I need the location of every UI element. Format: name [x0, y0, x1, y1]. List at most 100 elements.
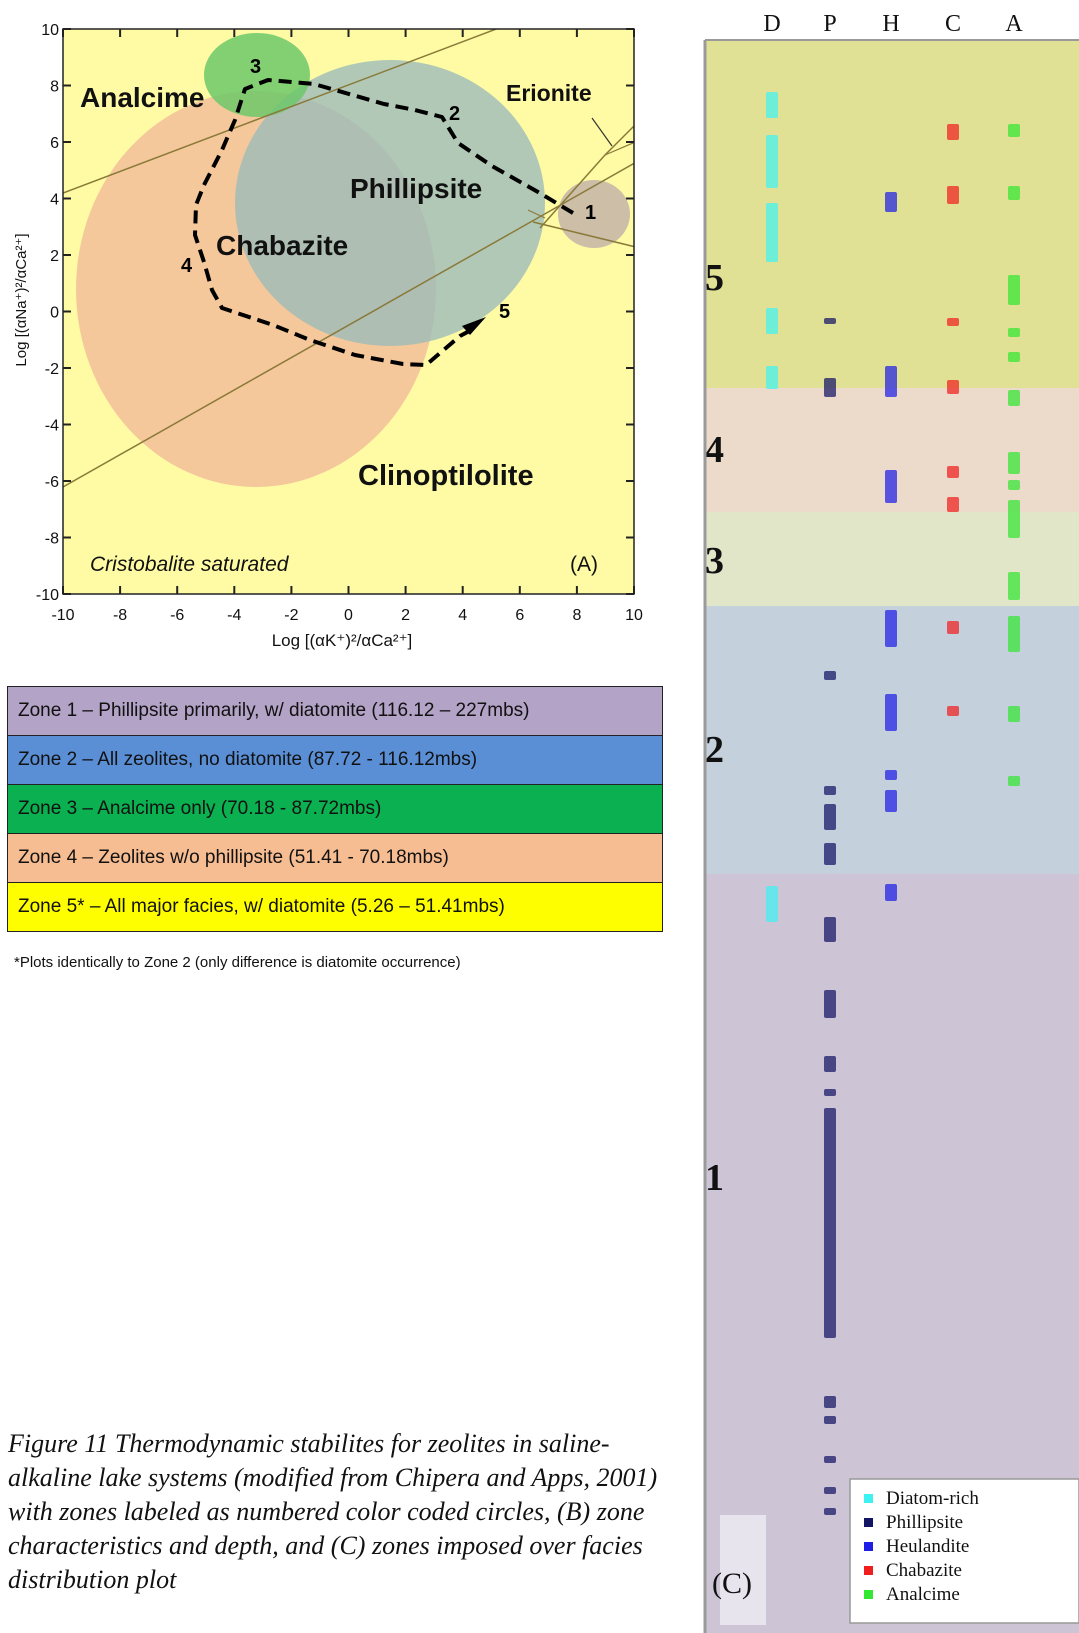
legend-label: Diatom-rich — [886, 1488, 979, 1509]
analcime-mark — [1008, 452, 1020, 474]
clinoptilolite-boundary-line — [63, 162, 634, 488]
path-marker-5: 5 — [499, 301, 510, 323]
zone-row-text: Zone 3 – Analcime only (70.18 - 87.72mbs… — [7, 784, 663, 834]
saturation-label: Cristobalite saturated — [90, 553, 290, 576]
column-header: H — [882, 11, 899, 37]
zone-band-5 — [705, 40, 1079, 388]
path-marker-4: 4 — [181, 255, 193, 277]
y-tick-label: -8 — [45, 531, 59, 548]
zone-row-text: Zone 4 – Zeolites w/o phillipsite (51.41… — [7, 833, 663, 883]
x-tick-label: -4 — [227, 607, 241, 624]
diatom-rich-mark — [766, 203, 778, 262]
boundary-junction-tick — [527, 209, 546, 219]
erionite-offset-line — [604, 141, 634, 156]
phillipsite-mark — [824, 917, 836, 942]
analcime-mark — [1008, 500, 1020, 538]
y-tick-label: 6 — [50, 135, 59, 152]
analcime-mark — [1008, 328, 1020, 337]
phillipsite-mark — [824, 1487, 836, 1494]
zone-row-text: Zone 1 – Phillipsite primarily, w/ diato… — [7, 686, 663, 736]
legend-label: Phillipsite — [886, 1512, 963, 1533]
phillipsite-mark — [824, 990, 836, 1018]
column-header: P — [823, 11, 836, 37]
x-tick-label: -8 — [113, 607, 127, 624]
path-marker-3: 3 — [250, 56, 261, 78]
legend-label: Heulandite — [886, 1536, 969, 1557]
chabazite-mark — [947, 466, 959, 478]
zone-row-text: Zone 5* – All major facies, w/ diatomite… — [7, 882, 663, 932]
zone-labels: 5 4 3 2 1 — [705, 257, 724, 1199]
chabazite-mark — [947, 318, 959, 326]
y-tick-labels: 10 8 6 4 2 0 -2 -4 -6 -8 -10 — [36, 22, 59, 604]
zone-path — [193, 78, 575, 367]
diatom-rich-mark — [766, 886, 778, 922]
phillipsite-mark — [824, 1456, 836, 1463]
zone-row: Zone 3 – Analcime only (70.18 - 87.72mbs… — [7, 784, 663, 834]
legend-box: Diatom-rich Phillipsite Heulandite Chabazit… — [849, 1478, 1079, 1624]
phillipsite-mark — [824, 1089, 836, 1096]
x-tick-label: 6 — [515, 607, 524, 624]
axis-ticks — [62, 28, 635, 595]
chabazite-mark — [947, 186, 959, 204]
y-axis-label: Log [(αNa⁺)²/αCa²⁺] — [13, 233, 30, 366]
analcime-mark — [1008, 776, 1020, 786]
phillipsite-mark — [824, 318, 836, 324]
chabazite-label: Chabazite — [216, 230, 348, 261]
heulandite-mark — [885, 366, 897, 397]
x-tick-label: 10 — [625, 607, 643, 624]
y-tick-label: -10 — [36, 587, 59, 604]
analcime-mark — [1008, 390, 1020, 406]
heulandite-mark — [885, 694, 897, 731]
facies-distribution-plot: D P H C A 5 4 3 2 1 Diatom-rich Phillipsite Heulan… — [703, 11, 1079, 1633]
legend-swatch — [864, 1566, 873, 1575]
zone-label-3: 3 — [705, 540, 724, 582]
panel-c-label-backdrop — [720, 1515, 766, 1625]
analcime-field — [204, 33, 310, 117]
phillipsite-mark — [824, 1108, 836, 1338]
column-header: D — [763, 11, 780, 37]
phillipsite-mark — [824, 786, 836, 795]
x-tick-label: -2 — [284, 607, 298, 624]
chabazite-mark — [947, 706, 959, 716]
phillipsite-mark — [824, 1508, 836, 1515]
erionite-label-leader — [591, 117, 613, 147]
phillipsite-field — [235, 60, 545, 346]
analcime-mark — [1008, 572, 1020, 600]
zone-label-1: 1 — [705, 1157, 724, 1199]
heulandite-mark — [885, 770, 897, 780]
analcime-mark — [1008, 616, 1020, 652]
y-tick-label: -6 — [45, 474, 59, 491]
panel-a-label: (A) — [570, 553, 598, 576]
legend-swatch — [864, 1542, 873, 1551]
legend-swatch — [864, 1590, 873, 1599]
diatom-rich-mark — [766, 366, 778, 389]
chabazite-mark — [947, 124, 959, 140]
zone-label-2: 2 — [705, 729, 724, 771]
y-tick-label: 4 — [50, 192, 59, 209]
chabazite-mark — [947, 497, 959, 512]
analcime-mark — [1008, 124, 1020, 137]
legend-label: Chabazite — [886, 1560, 962, 1581]
zone-footnote: *Plots identically to Zone 2 (only diffe… — [14, 954, 461, 971]
chabazite-mark — [947, 621, 959, 634]
legend-swatch — [864, 1518, 873, 1527]
x-tick-label: 4 — [458, 607, 467, 624]
x-tick-labels: -10 -8 -6 -4 -2 0 2 4 6 8 10 — [51, 607, 643, 624]
phillipsite-mark — [824, 1396, 836, 1408]
path-marker-1: 1 — [585, 202, 596, 224]
zone-row: Zone 2 – All zeolites, no diatomite (87.… — [7, 735, 663, 785]
zone-row-text: Zone 2 – All zeolites, no diatomite (87.… — [7, 735, 663, 785]
path-marker-2: 2 — [449, 103, 460, 125]
y-tick-label: 8 — [50, 79, 59, 96]
diatom-rich-mark — [766, 135, 778, 188]
heulandite-mark — [885, 192, 897, 212]
analcime-label: Analcime — [80, 82, 205, 113]
analcime-mark — [1008, 352, 1020, 362]
erionite-lower-boundary-line — [532, 221, 634, 248]
path-arrowhead — [462, 317, 486, 335]
y-tick-label: -4 — [45, 418, 59, 435]
column-header: A — [1005, 11, 1023, 37]
stability-diagram: -10 -8 -6 -4 -2 0 2 4 6 8 10 10 8 6 4 2 0 -2 -4 -6 -8 -10 An… — [13, 22, 643, 650]
analcime-mark — [1008, 186, 1020, 200]
phillipsite-mark — [824, 671, 836, 680]
